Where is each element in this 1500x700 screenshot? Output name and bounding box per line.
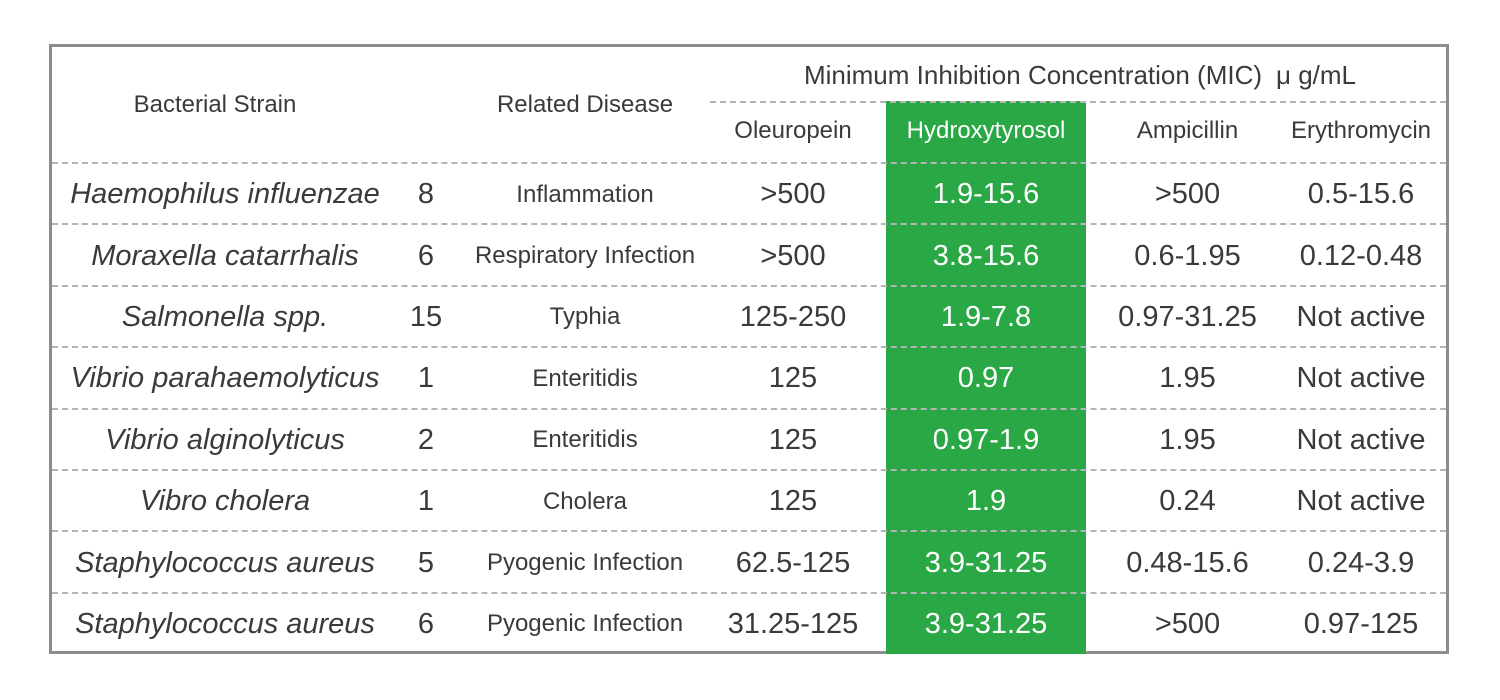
- cell-ampicillin: 1.95: [1159, 362, 1216, 395]
- cell-count: 6: [417, 607, 435, 640]
- cell-oleuropein: 125: [768, 362, 818, 395]
- header-ampicillin: Ampicillin: [1136, 117, 1239, 144]
- cell-strain: Haemophilus influenzae: [70, 178, 380, 211]
- cell-disease: Respiratory Infection: [474, 242, 696, 270]
- cell-hydroxytyrosol: 3.9-31.25: [924, 546, 1048, 579]
- cell-disease: Inflammation: [516, 180, 654, 208]
- header-related-disease: Related Disease: [496, 91, 674, 118]
- header-mic-title: Minimum Inhibition Concentration (MIC): [803, 59, 1263, 90]
- row-divider: [52, 469, 1446, 471]
- cell-disease: Pyogenic Infection: [486, 610, 684, 638]
- cell-strain: Vibro cholera: [139, 485, 311, 518]
- cell-disease: Typhia: [549, 303, 621, 331]
- cell-erythromycin: Not active: [1296, 485, 1426, 518]
- row-divider: [52, 162, 1446, 164]
- header-hydroxytyrosol: Hydroxytyrosol: [906, 117, 1066, 144]
- cell-strain: Vibrio alginolyticus: [105, 423, 345, 456]
- cell-hydroxytyrosol: 0.97: [957, 362, 1015, 395]
- row-divider: [52, 284, 1446, 287]
- cell-erythromycin: 0.24-3.9: [1307, 546, 1415, 579]
- cell-ampicillin: 1.95: [1159, 423, 1216, 456]
- cell-count: 15: [409, 300, 443, 333]
- cell-oleuropein: 125-250: [739, 300, 847, 333]
- cell-count: 5: [417, 546, 435, 579]
- cell-strain: Moraxella catarrhalis: [91, 239, 359, 272]
- row-divider: [52, 407, 1446, 410]
- cell-strain: Salmonella spp.: [121, 300, 329, 333]
- mic-table: [49, 44, 1449, 654]
- cell-count: 2: [417, 423, 435, 456]
- cell-ampicillin: 0.6-1.95: [1134, 239, 1241, 272]
- cell-oleuropein: 125: [768, 423, 818, 456]
- cell-erythromycin: Not active: [1296, 300, 1426, 333]
- cell-erythromycin: 0.12-0.48: [1299, 239, 1423, 272]
- cell-oleuropein: >500: [760, 178, 826, 211]
- cell-hydroxytyrosol: 0.97-1.9: [932, 423, 1040, 456]
- cell-oleuropein: 31.25-125: [727, 607, 859, 640]
- cell-ampicillin: 0.97-31.25: [1118, 300, 1257, 333]
- cell-strain: Staphylococcus aureus: [75, 546, 375, 579]
- header-mic-group: Minimum Inhibition Concentration (MIC) μ…: [710, 52, 1450, 98]
- row-divider: [52, 346, 1446, 349]
- cell-count: 8: [417, 178, 435, 211]
- cell-erythromycin: 0.5-15.6: [1307, 178, 1415, 211]
- cell-count: 1: [417, 362, 435, 395]
- header-mic-unit: μ g/mL: [1276, 59, 1357, 90]
- cell-ampicillin: 0.48-15.6: [1126, 546, 1249, 579]
- cell-erythromycin: Not active: [1296, 362, 1426, 395]
- cell-disease: Pyogenic Infection: [486, 549, 684, 577]
- cell-disease: Enteritidis: [532, 364, 638, 392]
- cell-count: 6: [417, 239, 435, 272]
- header-divider: [710, 101, 1446, 103]
- cell-oleuropein: >500: [760, 239, 826, 272]
- row-divider: [52, 530, 1446, 533]
- cell-hydroxytyrosol: 1.9-15.6: [932, 178, 1040, 211]
- cell-disease: Enteritidis: [532, 426, 638, 454]
- row-divider: [52, 223, 1446, 226]
- cell-hydroxytyrosol: 3.9-31.25: [924, 607, 1048, 640]
- cell-strain: Vibrio parahaemolyticus: [70, 362, 380, 395]
- row-divider: [52, 591, 1446, 594]
- cell-hydroxytyrosol: 1.9-7.8: [940, 300, 1032, 333]
- hydroxytyrosol-highlight-column: [886, 101, 1086, 654]
- cell-ampicillin: 0.24: [1159, 485, 1216, 518]
- cell-strain: Staphylococcus aureus: [75, 607, 375, 640]
- cell-ampicillin: >500: [1154, 178, 1221, 211]
- cell-hydroxytyrosol: 3.8-15.6: [932, 239, 1040, 272]
- cell-hydroxytyrosol: 1.9: [965, 485, 1007, 518]
- cell-count: 1: [417, 485, 435, 518]
- cell-erythromycin: Not active: [1296, 423, 1426, 456]
- cell-ampicillin: >500: [1154, 607, 1221, 640]
- header-erythromycin: Erythromycin: [1290, 117, 1432, 144]
- cell-oleuropein: 62.5-125: [735, 546, 851, 579]
- header-bacterial-strain: Bacterial Strain: [133, 91, 297, 118]
- cell-disease: Cholera: [542, 487, 628, 515]
- cell-erythromycin: 0.97-125: [1303, 607, 1419, 640]
- cell-oleuropein: 125: [768, 485, 818, 518]
- header-oleuropein: Oleuropein: [734, 117, 852, 144]
